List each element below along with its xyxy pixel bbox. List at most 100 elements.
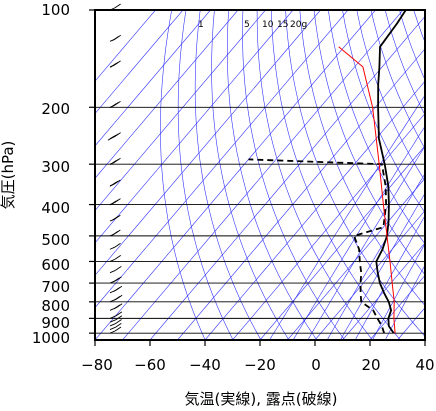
wind-barb (109, 276, 122, 284)
wind-barb-flag (109, 62, 117, 68)
wind-barb-flag (114, 3, 121, 9)
dry-adiabat-line (194, 10, 262, 340)
wind-barb-flag (114, 255, 122, 260)
mixing-ratio-label: 15 (277, 20, 288, 30)
isotherm-line (314, 210, 425, 340)
isotherm-line (287, 177, 425, 340)
wind-barb-flag (112, 36, 119, 41)
guide-lines (95, 10, 436, 340)
dry-adiabat-line (428, 10, 436, 340)
dry-adiabat-line (285, 10, 425, 337)
wind-barb-flag (115, 322, 122, 328)
isotherm-line (397, 307, 425, 340)
isotherm-line (204, 80, 425, 340)
wind-barb (109, 326, 122, 334)
dry-adiabat-line (370, 10, 425, 150)
wind-barb-flag (111, 230, 119, 236)
wind-barb (109, 285, 123, 294)
wind-barb-flag (113, 296, 121, 301)
dry-adiabat-line (227, 10, 318, 340)
dry-adiabat-line (356, 10, 425, 182)
y-tick-label: 400 (41, 199, 70, 217)
x-axis-tick-labels: −80 −60 −40 −20 0 20 40 (81, 356, 434, 374)
mixing-ratio-labels: 1 5 10 15 20g (198, 20, 307, 30)
isotherm-line (95, 10, 239, 179)
isotherm-line (122, 10, 404, 340)
isobar-gridlines (89, 9, 426, 346)
y-tick-label: 800 (41, 297, 70, 315)
mixing-ratio-line (326, 172, 425, 340)
wind-barb (107, 132, 121, 141)
isotherm-line (95, 10, 376, 340)
dry-adiabat-line (160, 10, 206, 340)
wind-barb (109, 242, 121, 250)
wind-barb-flag (114, 326, 122, 332)
temperature-line (375, 10, 407, 334)
isotherm-line (177, 48, 425, 340)
wind-barb (109, 319, 122, 327)
isotherm-line (369, 274, 425, 340)
wind-barb (109, 311, 123, 319)
mixing-ratio-line (340, 192, 425, 340)
y-tick-label: 200 (41, 100, 70, 118)
mixing-ratio-line (372, 242, 425, 340)
wind-barb-flag (113, 287, 120, 292)
wind-barb-shaft (109, 246, 115, 250)
y-tick-label: 300 (41, 158, 70, 176)
isotherm-line (95, 10, 211, 147)
wind-barb (109, 198, 121, 206)
mixing-ratio-line (307, 145, 425, 340)
isotherm-line (424, 339, 425, 340)
x-tick-label: 40 (415, 356, 434, 374)
y-tick-label: 100 (41, 1, 70, 19)
wind-barb (109, 157, 121, 166)
wind-barb (109, 255, 122, 262)
mixing-ratio-label: 10 (262, 20, 274, 30)
mixing-ratio-line (292, 125, 425, 340)
mixing-ratio-label: 20g (290, 20, 307, 30)
isotherm-line (95, 10, 266, 212)
x-tick-label: −80 (81, 356, 113, 374)
x-tick-label: −20 (244, 356, 276, 374)
wind-barb-flag (109, 200, 117, 206)
dry-adiabat-line (313, 10, 425, 276)
wind-barb-shaft (109, 330, 116, 334)
wind-barb (109, 266, 122, 274)
y-tick-label: 500 (41, 231, 70, 249)
dry-adiabat-line (342, 10, 425, 214)
isotherm-line (149, 16, 425, 340)
dry-adiabat-line (328, 10, 425, 245)
dry-adiabat-line (271, 10, 401, 340)
wind-barb (109, 303, 123, 311)
sounding-profiles (248, 10, 407, 334)
y-axis-title: 気圧(hPa) (0, 141, 17, 210)
wind-barb (109, 294, 123, 303)
wind-barb (109, 100, 121, 109)
y-tick-label: 700 (41, 278, 70, 296)
y-tick-label: 600 (41, 256, 70, 274)
wind-barb (109, 229, 121, 237)
wind-barb (109, 322, 122, 331)
wind-barb-flag (115, 266, 122, 271)
plot-frame (94, 9, 426, 341)
mixing-ratio-label: 1 (198, 20, 204, 30)
wind-barb-shaft (109, 259, 115, 262)
dry-adiabat-line (256, 10, 373, 340)
isotherm-line (259, 145, 425, 340)
wind-barb-shaft (109, 319, 117, 323)
mixing-ratio-line (354, 215, 425, 340)
x-axis-title: 気温(実線), 露点(破線) (185, 390, 338, 408)
isotherm-line (95, 10, 156, 82)
x-tick-label: −40 (189, 356, 221, 374)
wind-barb-flag (107, 135, 115, 141)
isotherm-line (342, 242, 425, 340)
wind-barb-flag (114, 242, 121, 248)
wind-barb-shaft (109, 326, 116, 331)
mixing-ratio-label: 5 (244, 20, 250, 30)
wind-barb (109, 179, 121, 187)
dry-adiabat-line (399, 10, 425, 81)
parcel-line (338, 46, 396, 334)
x-tick-label: 20 (361, 356, 380, 374)
isotherm-line (95, 10, 184, 114)
